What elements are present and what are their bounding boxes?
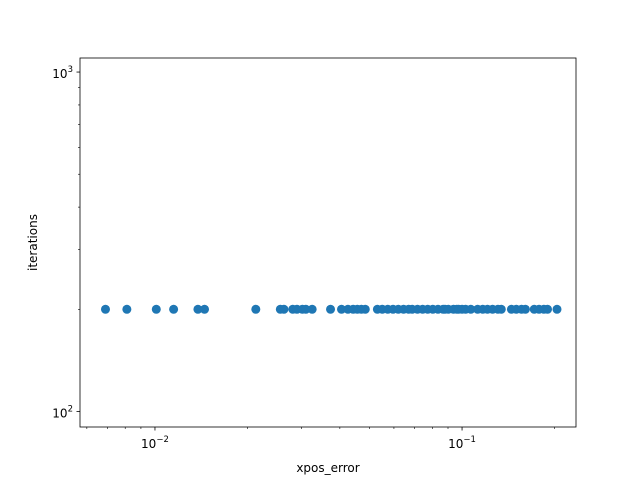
points-layer <box>100 304 562 314</box>
data-point <box>193 304 203 314</box>
data-point <box>326 304 336 314</box>
data-point <box>360 304 370 314</box>
data-point <box>151 304 161 314</box>
y-tick-label: 102 <box>52 404 73 420</box>
data-point <box>496 304 506 314</box>
data-point <box>543 304 553 314</box>
data-point <box>307 304 317 314</box>
ticks-layer: 10−2 10−1 102 103 <box>52 65 555 451</box>
data-point <box>200 304 210 314</box>
y-tick-label: 103 <box>52 65 73 81</box>
data-point <box>301 304 311 314</box>
data-point <box>251 304 261 314</box>
plot-frame <box>79 57 577 428</box>
data-point <box>100 304 110 314</box>
data-point <box>122 304 132 314</box>
y-axis-label: iterations <box>26 214 40 271</box>
data-point <box>279 304 289 314</box>
data-point <box>552 304 562 314</box>
data-point <box>337 304 347 314</box>
x-tick-label: 10−1 <box>448 435 476 451</box>
data-point <box>169 304 179 314</box>
data-point <box>520 304 530 314</box>
data-point <box>466 304 476 314</box>
x-tick-label: 10−2 <box>141 435 169 451</box>
x-axis-label: xpos_error <box>296 461 359 475</box>
